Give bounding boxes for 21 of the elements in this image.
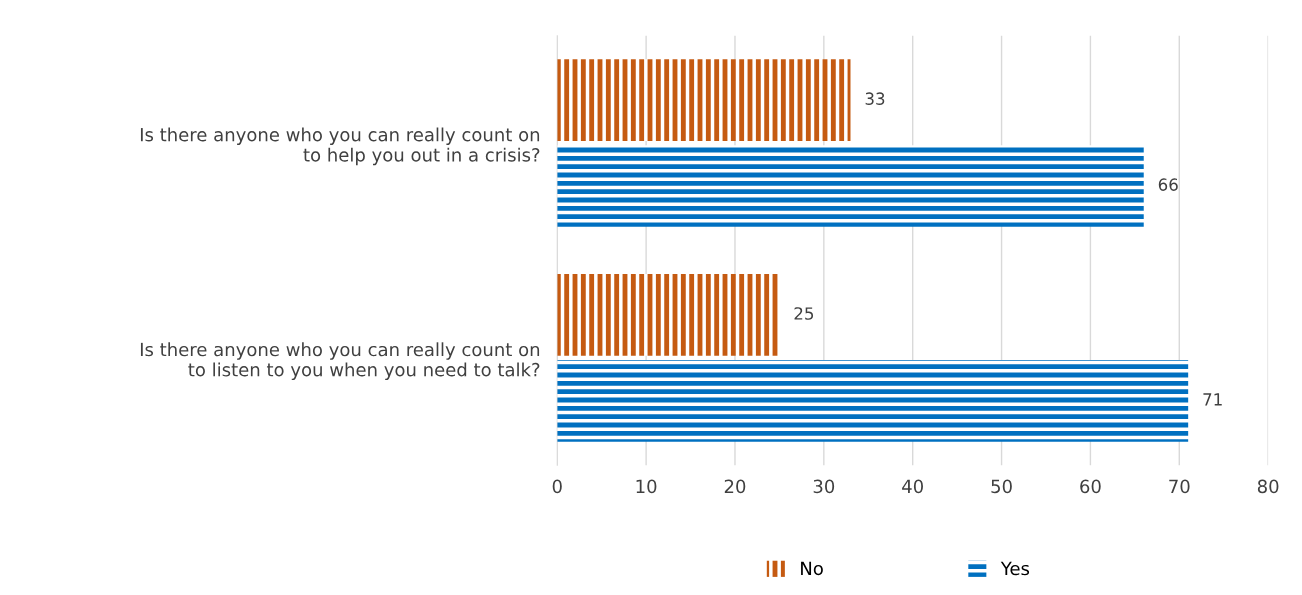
x-tick-label: 50: [991, 479, 1012, 494]
data-label: 66: [1158, 178, 1178, 191]
x-tick-label: 10: [636, 479, 657, 494]
x-tick-label: 40: [902, 479, 923, 494]
y-tick-label: Is there anyone who you can really count on to listen to you when you need to talk?: [140, 342, 540, 380]
data-label: 25: [794, 307, 814, 320]
data-label: 33: [865, 92, 885, 105]
bar: [557, 274, 780, 356]
x-tick-label: 60: [1080, 479, 1101, 494]
x-tick-label: 30: [813, 479, 835, 494]
y-tick-label: Is there anyone who you can really count on to help you out in a crisis?: [140, 127, 540, 166]
bar: [557, 360, 1189, 442]
x-tick-label: 0: [552, 479, 562, 494]
legend-label: Yes: [1000, 561, 1030, 576]
bar: [557, 145, 1144, 227]
x-tick-label: 70: [1169, 479, 1190, 494]
legend-label: No: [801, 561, 823, 576]
x-tick-label: 80: [1257, 479, 1279, 494]
x-tick-label: 20: [724, 479, 746, 494]
bar: [557, 59, 851, 141]
data-label: 71: [1203, 393, 1222, 406]
